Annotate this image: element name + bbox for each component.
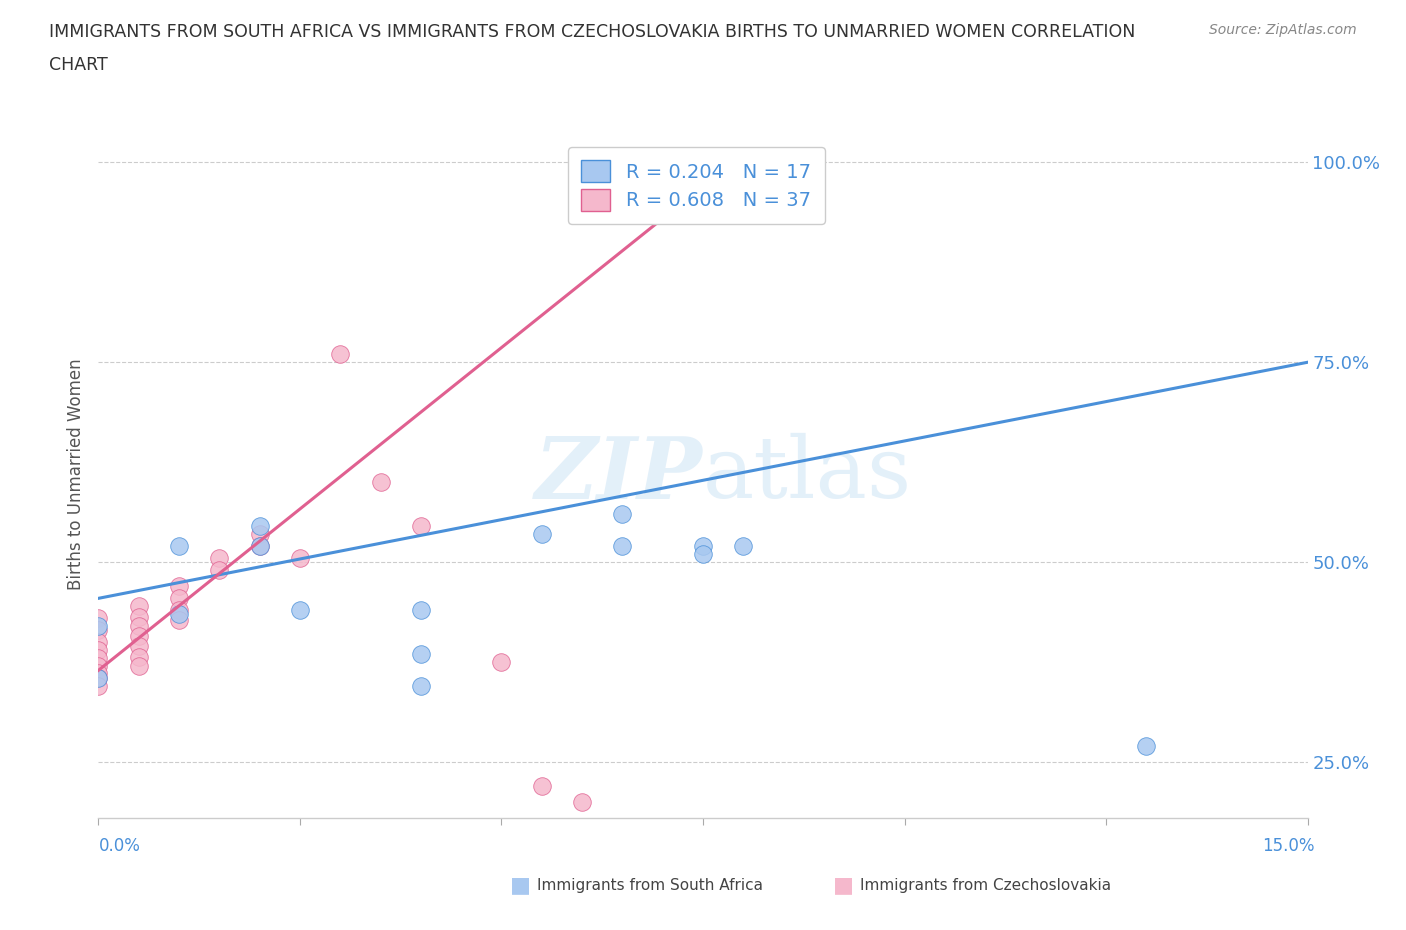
Text: ■: ■	[834, 875, 853, 896]
Point	[612, 179, 634, 193]
Point	[733, 179, 755, 193]
Point	[409, 679, 432, 694]
Text: ■: ■	[510, 875, 530, 896]
Point	[208, 551, 231, 565]
Point	[1135, 739, 1157, 754]
Point	[692, 179, 714, 193]
Text: Immigrants from Czechoslovakia: Immigrants from Czechoslovakia	[860, 878, 1112, 893]
Point	[249, 538, 271, 553]
Point	[128, 629, 150, 644]
Text: 0.0%: 0.0%	[98, 837, 141, 855]
Point	[692, 547, 714, 562]
Point	[612, 507, 634, 522]
Point	[733, 538, 755, 553]
Point	[370, 475, 392, 490]
Point	[530, 779, 553, 794]
Point	[167, 603, 190, 618]
Point	[249, 519, 271, 534]
Point	[288, 551, 311, 565]
Point	[249, 527, 271, 542]
Point	[87, 635, 110, 650]
Point	[87, 643, 110, 658]
Point	[288, 603, 311, 618]
Text: 15.0%: 15.0%	[1263, 837, 1315, 855]
Point	[167, 607, 190, 622]
Point	[208, 563, 231, 578]
Point	[128, 599, 150, 614]
Point	[87, 611, 110, 626]
Y-axis label: Births to Unmarried Women: Births to Unmarried Women	[66, 358, 84, 591]
Point	[692, 187, 714, 202]
Point	[167, 538, 190, 553]
Point	[530, 527, 553, 542]
Point	[87, 623, 110, 638]
Point	[612, 538, 634, 553]
Point	[571, 795, 593, 810]
Point	[329, 347, 352, 362]
Point	[87, 665, 110, 680]
Point	[409, 647, 432, 662]
Point	[87, 651, 110, 666]
Point	[692, 538, 714, 553]
Point	[87, 618, 110, 633]
Text: Source: ZipAtlas.com: Source: ZipAtlas.com	[1209, 23, 1357, 37]
Text: IMMIGRANTS FROM SOUTH AFRICA VS IMMIGRANTS FROM CZECHOSLOVAKIA BIRTHS TO UNMARRI: IMMIGRANTS FROM SOUTH AFRICA VS IMMIGRAN…	[49, 23, 1136, 41]
Text: Immigrants from South Africa: Immigrants from South Africa	[537, 878, 763, 893]
Point	[128, 649, 150, 664]
Text: ZIP: ZIP	[536, 432, 703, 516]
Point	[491, 655, 513, 670]
Point	[651, 179, 673, 193]
Point	[87, 659, 110, 674]
Point	[167, 578, 190, 593]
Point	[249, 538, 271, 553]
Point	[128, 609, 150, 624]
Point	[128, 618, 150, 633]
Point	[409, 519, 432, 534]
Point	[128, 659, 150, 674]
Point	[409, 603, 432, 618]
Point	[87, 671, 110, 685]
Point	[167, 613, 190, 628]
Legend: R = 0.204   N = 17, R = 0.608   N = 37: R = 0.204 N = 17, R = 0.608 N = 37	[568, 147, 824, 224]
Text: CHART: CHART	[49, 56, 108, 73]
Text: atlas: atlas	[703, 432, 912, 516]
Point	[612, 187, 634, 202]
Point	[167, 591, 190, 605]
Point	[128, 639, 150, 654]
Point	[87, 671, 110, 685]
Point	[87, 679, 110, 694]
